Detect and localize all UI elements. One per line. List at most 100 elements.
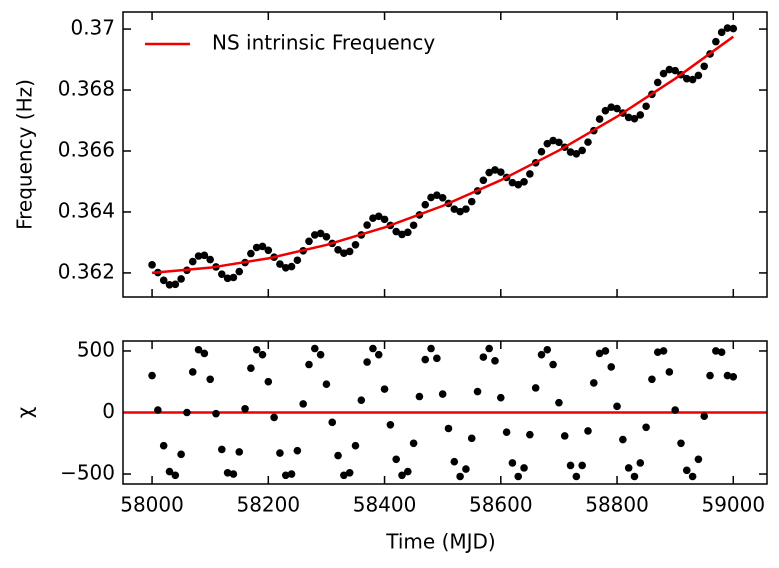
- y-tick-label: 0.368: [58, 77, 115, 101]
- data-point: [316, 229, 325, 238]
- data-point: [537, 147, 546, 156]
- y-tick-label: 0.37: [70, 16, 115, 40]
- data-point: [188, 368, 197, 376]
- data-point: [218, 445, 226, 454]
- data-point: [694, 455, 703, 464]
- x-tick-label: 59000: [701, 493, 765, 517]
- data-point: [520, 464, 528, 472]
- data-point: [351, 240, 360, 249]
- data-point: [287, 470, 296, 478]
- data-point: [624, 113, 633, 122]
- data-point: [496, 168, 505, 176]
- data-point: [642, 102, 650, 111]
- data-point: [671, 406, 679, 414]
- data-point: [206, 375, 214, 384]
- data-point: [560, 432, 569, 440]
- data-point: [252, 345, 261, 354]
- data-point: [595, 115, 604, 123]
- data-point: [345, 469, 354, 477]
- data-point: [712, 37, 720, 46]
- data-point: [479, 176, 488, 185]
- data-point: [200, 349, 209, 358]
- data-point: [514, 472, 523, 481]
- data-point: [653, 78, 662, 87]
- x-tick-label: 58200: [236, 493, 300, 517]
- data-point: [380, 385, 389, 393]
- data-point: [165, 281, 174, 289]
- data-point: [607, 363, 616, 371]
- data-point: [520, 178, 528, 186]
- data-point: [409, 439, 418, 448]
- data-point: [467, 434, 476, 443]
- data-point: [148, 371, 156, 380]
- data-point: [619, 435, 627, 444]
- y-tick-label: 0: [102, 399, 115, 423]
- data-point: [334, 451, 342, 460]
- data-point: [607, 103, 616, 111]
- y-tick-label: 0.364: [58, 198, 115, 222]
- data-point: [351, 441, 360, 450]
- data-point: [526, 170, 534, 178]
- data-point: [485, 168, 493, 177]
- data-point: [508, 459, 517, 467]
- data-point: [462, 465, 470, 473]
- y-tick-label: 0.366: [58, 137, 115, 161]
- data-point: [578, 146, 586, 155]
- data-point: [363, 221, 371, 229]
- data-point: [531, 384, 540, 392]
- data-point: [613, 402, 621, 411]
- data-point: [229, 273, 238, 282]
- data-point: [526, 430, 534, 439]
- data-point: [665, 65, 674, 74]
- data-point: [491, 166, 499, 174]
- data-point: [281, 263, 290, 272]
- data-point: [659, 69, 668, 78]
- data-point: [601, 106, 610, 115]
- data-point: [415, 392, 424, 401]
- data-point: [194, 252, 203, 260]
- data-point: [188, 257, 197, 266]
- data-point: [508, 178, 517, 187]
- data-point: [334, 246, 342, 254]
- data-point: [212, 409, 220, 418]
- data-point: [555, 398, 563, 407]
- data-point: [450, 205, 459, 213]
- data-point: [316, 350, 325, 359]
- data-point: [200, 251, 209, 260]
- data-point: [578, 461, 586, 470]
- data-point: [502, 428, 511, 436]
- data-point: [293, 256, 302, 265]
- data-point: [223, 469, 232, 477]
- data-point: [281, 471, 290, 480]
- data-point: [537, 350, 546, 359]
- data-point: [293, 446, 302, 455]
- data-point: [241, 405, 249, 413]
- data-point: [584, 138, 592, 146]
- data-point: [630, 472, 639, 481]
- data-point: [706, 371, 714, 380]
- data-point: [258, 242, 267, 251]
- data-point: [712, 347, 720, 355]
- data-point: [601, 347, 610, 355]
- data-point: [456, 472, 464, 481]
- data-point: [276, 449, 284, 457]
- data-point: [723, 24, 732, 32]
- data-point: [427, 344, 435, 353]
- data-point: [479, 353, 488, 361]
- data-point: [386, 421, 395, 429]
- data-point: [270, 413, 278, 422]
- data-point: [491, 357, 499, 365]
- data-point: [229, 470, 238, 478]
- data-point: [171, 471, 180, 480]
- data-point: [572, 472, 581, 481]
- data-point: [636, 459, 645, 467]
- data-point: [514, 180, 523, 189]
- data-point: [729, 24, 738, 33]
- data-point: [177, 275, 185, 283]
- data-point: [345, 247, 354, 256]
- data-point: [677, 439, 685, 448]
- data-point: [438, 390, 447, 398]
- data-point: [543, 139, 552, 148]
- data-point: [624, 464, 633, 472]
- data-point: [717, 28, 726, 37]
